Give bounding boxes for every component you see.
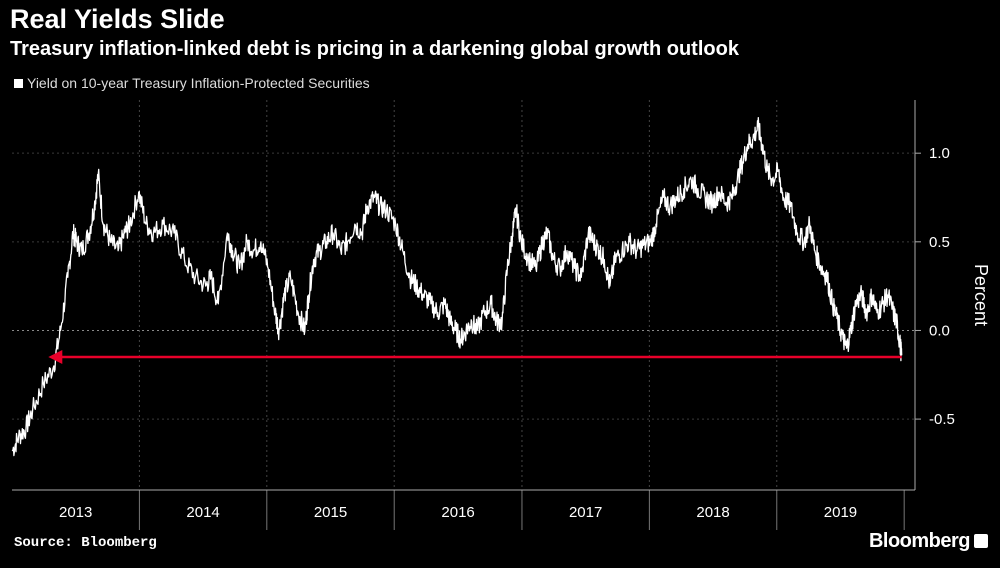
chart-subtitle: Treasury inflation-linked debt is pricin…: [10, 38, 739, 60]
x-tick-label: 2017: [569, 504, 602, 521]
x-tick-label: 2019: [824, 504, 857, 521]
y-axis-label: Percent: [971, 264, 991, 326]
y-tick-label: -0.5: [929, 411, 955, 428]
source-note: Source: Bloomberg: [14, 535, 157, 551]
x-tick-label: 2018: [696, 504, 729, 521]
arrow-head-icon: [48, 350, 63, 365]
x-tick-label: 2014: [186, 504, 219, 521]
x-tick-label: 2015: [314, 504, 347, 521]
bloomberg-badge-icon: [974, 534, 988, 548]
y-tick-label: 1.0: [929, 145, 950, 162]
y-tick-label: 0.0: [929, 322, 950, 339]
bloomberg-logo: Bloomberg: [868, 530, 971, 552]
x-tick-label: 2016: [441, 504, 474, 521]
legend-swatch: [14, 78, 23, 88]
x-tick-label: 2013: [59, 504, 92, 521]
legend-label: Yield on 10-year Treasury Inflation-Prot…: [27, 75, 370, 91]
legend: Yield on 10-year Treasury Inflation-Prot…: [14, 75, 370, 91]
y-tick-label: 0.5: [929, 234, 950, 251]
chart-title: Real Yields Slide: [10, 4, 225, 34]
series-line: [11, 117, 903, 457]
